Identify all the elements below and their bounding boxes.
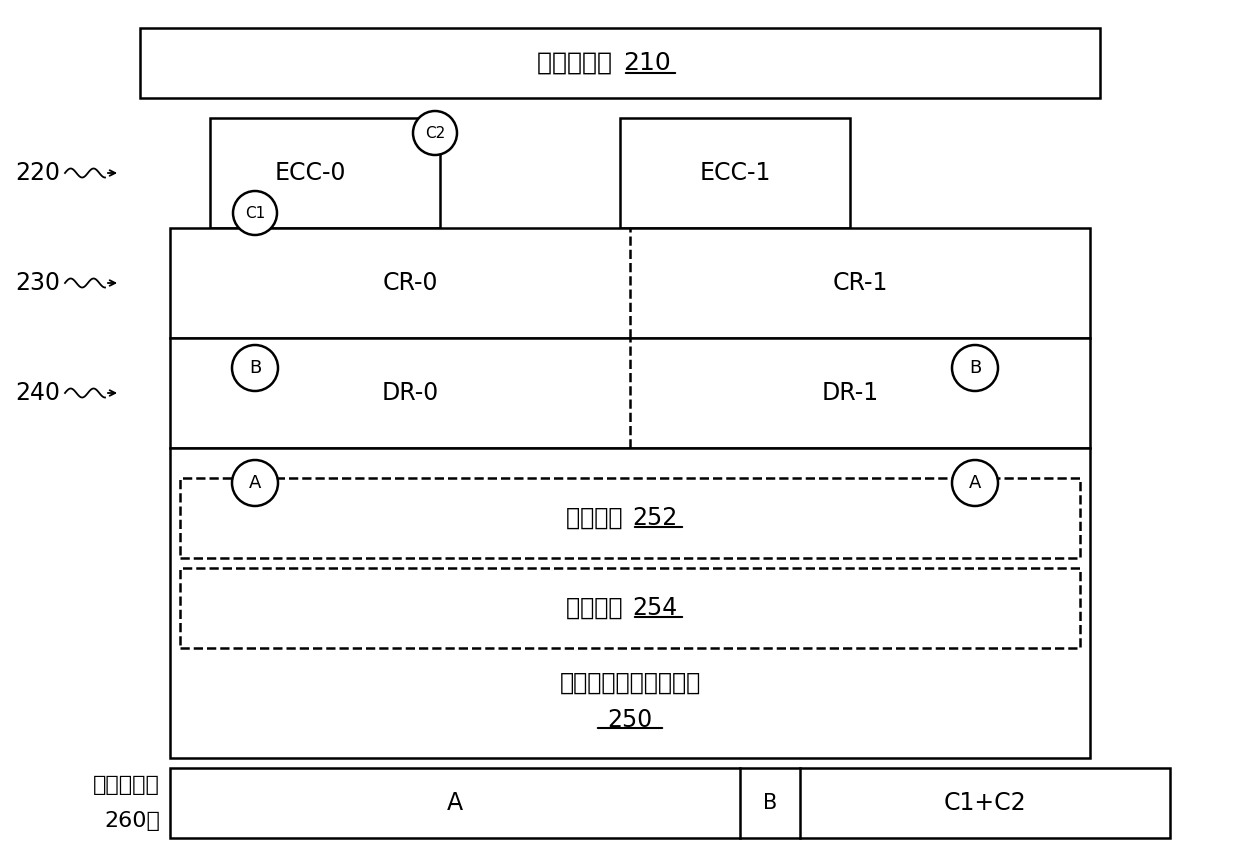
Text: 250: 250: [608, 708, 652, 732]
Text: A: A: [968, 474, 981, 492]
Text: DR-1: DR-1: [821, 381, 879, 405]
Text: ECC-0: ECC-0: [274, 161, 346, 185]
Bar: [180, 568, 1080, 648]
Text: 210: 210: [622, 51, 671, 75]
Text: A: A: [446, 791, 463, 815]
Text: 252: 252: [632, 506, 677, 530]
Text: B: B: [763, 793, 777, 813]
Text: 第一时间轴: 第一时间轴: [93, 775, 160, 795]
Text: 第二页面: 第二页面: [565, 596, 630, 620]
Bar: [140, 28, 1100, 98]
Text: 220: 220: [15, 161, 60, 185]
Text: 254: 254: [632, 596, 677, 620]
Bar: [620, 118, 849, 228]
Text: 240: 240: [15, 381, 60, 405]
Bar: [170, 338, 1090, 448]
Bar: [170, 448, 1090, 758]
Text: 与非门快闪存储器阵列: 与非门快闪存储器阵列: [559, 671, 701, 695]
Circle shape: [232, 345, 278, 391]
Bar: [170, 228, 1090, 338]
Text: A: A: [249, 474, 262, 492]
Circle shape: [413, 111, 458, 155]
Text: DR-0: DR-0: [382, 381, 439, 405]
Circle shape: [233, 191, 277, 235]
Text: C2: C2: [425, 125, 445, 141]
Text: 第一页面: 第一页面: [565, 506, 630, 530]
Text: C1+C2: C1+C2: [944, 791, 1027, 815]
Circle shape: [952, 460, 998, 506]
Bar: [180, 478, 1080, 558]
Bar: [210, 118, 440, 228]
Text: B: B: [249, 359, 262, 377]
Bar: [170, 768, 1171, 838]
Text: 260：: 260：: [104, 811, 160, 831]
Text: ECC-1: ECC-1: [699, 161, 771, 185]
Text: C1: C1: [244, 206, 265, 221]
Text: B: B: [968, 359, 981, 377]
Text: CR-1: CR-1: [832, 271, 888, 295]
Circle shape: [952, 345, 998, 391]
Circle shape: [232, 460, 278, 506]
Text: CR-0: CR-0: [382, 271, 438, 295]
Text: 数据汇流排: 数据汇流排: [537, 51, 620, 75]
Text: 230: 230: [15, 271, 60, 295]
